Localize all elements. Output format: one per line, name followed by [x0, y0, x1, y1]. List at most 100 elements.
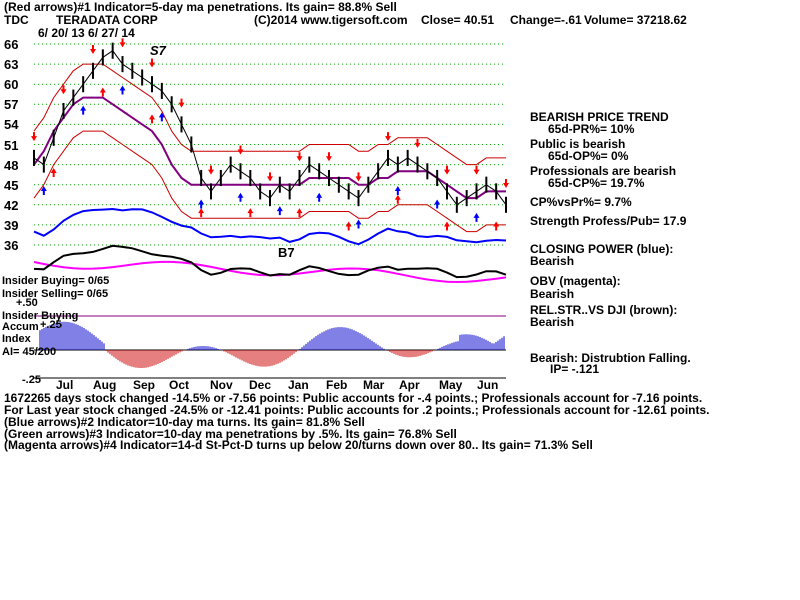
- change-value: Change=-.61: [510, 13, 582, 27]
- signal-b7: B7: [278, 245, 295, 260]
- buy-arrow: [355, 219, 362, 229]
- plus50-label: +.50: [16, 297, 38, 309]
- y-tick-label: 48: [4, 157, 19, 173]
- month-label: Jan: [288, 378, 309, 392]
- closing-power-value: Bearish: [530, 254, 575, 268]
- buy-arrow: [394, 186, 401, 196]
- month-label: Oct: [169, 378, 190, 392]
- sell-arrow: [296, 152, 303, 162]
- sell-arrow: [31, 132, 37, 142]
- price-panel: [31, 38, 509, 233]
- y-tick-label: 42: [4, 197, 19, 213]
- y-tick-label: 66: [4, 37, 19, 52]
- red-up-arrow: [149, 114, 155, 124]
- sell-arrow: [385, 132, 391, 142]
- y-tick-label: 54: [4, 117, 19, 133]
- sell-arrow: [414, 138, 421, 148]
- date-range: 6/ 20/ 13 6/ 27/ 14: [38, 26, 135, 40]
- copyright: (C)2014 www.tigersoft.com: [254, 13, 408, 27]
- buy-arrow: [237, 192, 244, 202]
- rel-str-line: [33, 244, 507, 279]
- accum-label: Accum: [2, 321, 39, 333]
- sell-arrow: [326, 152, 332, 162]
- indicator-1-text: (Red arrows)#1 Indicator=5-day ma penetr…: [4, 0, 397, 14]
- sell-arrow: [119, 38, 126, 48]
- sell-arrow: [178, 98, 185, 108]
- month-label: Aug: [93, 378, 117, 392]
- footer-line-4: (Green arrows)#3 Indicator=10-day ma pen…: [4, 427, 457, 441]
- sell-arrow: [90, 45, 96, 55]
- cp-value: 65d-CP%= 19.7%: [548, 176, 645, 190]
- buy-arrow: [198, 199, 205, 209]
- distribution-title: Bearish: Distrubtion Falling.: [530, 351, 691, 365]
- sell-arrow: [208, 165, 214, 175]
- strength-value: Strength Profess/Pub= 17.9: [530, 214, 687, 228]
- ai-label: AI= 45/200: [2, 346, 57, 358]
- accumulation-histogram: [34, 321, 506, 368]
- sell-arrow: [60, 85, 67, 95]
- sell-arrow: [237, 145, 244, 155]
- buy-arrow: [40, 186, 47, 196]
- lower-band-line: [33, 130, 506, 233]
- red-up-arrow: [296, 208, 303, 218]
- price-line: [33, 50, 507, 206]
- footer-line-3: (Blue arrows)#2 Indicator=10-day ma turn…: [4, 415, 365, 429]
- month-label: Mar: [363, 378, 385, 392]
- closing-power-title: CLOSING POWER (blue):: [530, 242, 674, 256]
- indicator-panels: [33, 207, 507, 317]
- buy-arrow: [119, 85, 126, 95]
- red-up-arrow: [99, 87, 106, 97]
- minus25-label: -.25: [22, 374, 41, 386]
- y-tick-label: 63: [4, 57, 19, 73]
- ticker: TDC: [4, 13, 29, 27]
- professionals-title: Professionals are bearish: [530, 164, 677, 178]
- y-tick-label: 60: [4, 77, 19, 93]
- sell-arrow: [473, 165, 480, 175]
- y-tick-label: 45: [4, 177, 19, 193]
- red-up-arrow: [247, 208, 254, 218]
- upper-band-line: [33, 63, 506, 166]
- moving-average-line: [33, 96, 506, 200]
- buy-arrow: [276, 206, 283, 216]
- month-label: Jul: [56, 378, 74, 392]
- sell-arrow: [503, 179, 509, 189]
- rel-str-value: Bearish: [530, 315, 575, 329]
- buy-arrow: [158, 112, 165, 122]
- buy-arrow: [316, 192, 323, 202]
- obv-title: OBV (magenta):: [530, 274, 621, 288]
- footer-line-2: For Last year stock changed -24.5% or -1…: [4, 403, 710, 417]
- month-label: Sep: [133, 378, 156, 392]
- rel-str-title: REL.STR..VS DJI (brown):: [530, 303, 678, 317]
- month-label: May: [439, 378, 463, 392]
- y-tick-label: 39: [4, 217, 19, 233]
- close-value: Close= 40.51: [421, 13, 495, 27]
- price-gridlines: [34, 43, 506, 246]
- ip-value: IP= -.121: [550, 362, 600, 376]
- sell-arrow: [444, 165, 450, 175]
- sell-arrow: [267, 172, 273, 182]
- obv-value: Bearish: [530, 287, 575, 301]
- month-label: Dec: [249, 378, 272, 392]
- buy-arrow: [473, 212, 480, 222]
- pr-value: 65d-PR%= 10%: [548, 122, 635, 136]
- sell-arrow: [355, 172, 362, 182]
- insider-buying-heading: Insider Buying: [2, 310, 79, 322]
- op-value: 65d-OP%= 0%: [548, 149, 629, 163]
- buy-arrow: [80, 105, 87, 115]
- company-name: TERADATA CORP: [56, 13, 158, 27]
- volume-value: Volume= 37218.62: [584, 13, 687, 27]
- y-tick-label: 51: [4, 137, 19, 153]
- public-title: Public is bearish: [530, 137, 626, 151]
- month-label: Nov: [210, 378, 233, 392]
- month-label: Apr: [399, 378, 420, 392]
- red-up-arrow: [444, 221, 450, 231]
- buy-arrow: [434, 199, 441, 209]
- red-up-arrow: [345, 221, 352, 231]
- plus25-label: +.25: [40, 319, 62, 331]
- footer-line-5: (Magenta arrows)#4 Indicator=14-d St-Pct…: [4, 438, 593, 452]
- signal-s7: S7: [150, 43, 166, 58]
- red-up-arrow: [50, 167, 57, 177]
- insider-buying-label: Insider Buying= 0/65: [2, 275, 110, 287]
- index-label: Index: [2, 333, 31, 345]
